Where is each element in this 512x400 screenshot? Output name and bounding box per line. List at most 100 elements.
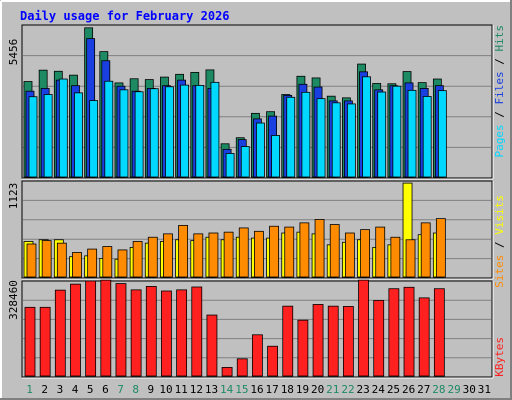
- bottom-kbytes-bar-day-19: [297, 319, 309, 377]
- bottom-kbytes-bar-day-8: [130, 289, 142, 377]
- middle-sites-bar-day-23: [360, 229, 370, 278]
- middle-sites-bar-day-3: [56, 242, 67, 278]
- middle-sites-bar-day-28: [435, 218, 446, 278]
- bottom-kbytes-bar-day-26: [403, 286, 415, 377]
- bottom-kbytes-bar-day-7: [115, 283, 127, 377]
- top-legend-part-4: Hits: [493, 25, 506, 52]
- middle-sites-bar-day-17: [269, 225, 279, 278]
- x-tick-label-28: 28: [432, 383, 445, 396]
- bottom-kbytes-bar-day-27: [418, 297, 430, 377]
- top-legend-part-3: /: [493, 52, 506, 72]
- x-tick-label-30: 30: [463, 383, 476, 396]
- bottom-kbytes-bar-day-3: [54, 289, 66, 377]
- bottom-kbytes-bar-day-20: [312, 304, 324, 377]
- x-tick-label-3: 3: [57, 383, 64, 396]
- bottom-kbytes-bar-day-10: [161, 290, 172, 377]
- chart-title: Daily usage for February 2026: [20, 9, 230, 23]
- x-tick-label-27: 27: [417, 383, 430, 396]
- middle-sites-bar-day-20: [314, 219, 325, 278]
- middle-legend: Sites / Visits: [493, 195, 506, 288]
- top-pages-bar-day-1: [28, 96, 38, 178]
- middle-sites-bar-day-24: [375, 226, 386, 278]
- top-pages-bar-day-9: [149, 88, 159, 178]
- x-tick-label-18: 18: [281, 383, 294, 396]
- top-pages-bar-day-3: [58, 78, 68, 178]
- middle-legend-part-1: /: [493, 235, 506, 255]
- middle-sites-bar-day-5: [87, 248, 98, 278]
- middle-legend-part-0: Sites: [493, 255, 506, 288]
- bottom-kbytes-bar-day-11: [176, 289, 188, 377]
- bottom-kbytes-bar-day-21: [327, 305, 339, 377]
- top-pages-bar-day-15: [240, 146, 250, 178]
- bottom-kbytes-bar-day-14: [221, 367, 233, 377]
- bottom-kbytes-bar-day-13: [206, 314, 218, 377]
- top-legend-part-1: /: [493, 105, 506, 125]
- x-tick-label-17: 17: [266, 383, 279, 396]
- top-pages-bar-day-22: [346, 103, 356, 178]
- x-tick-label-15: 15: [235, 383, 248, 396]
- top-pages-bar-day-21: [331, 102, 341, 178]
- bottom-kbytes-bar-day-24: [373, 300, 385, 377]
- x-tick-label-1: 1: [26, 383, 33, 396]
- x-tick-label-12: 12: [190, 383, 203, 396]
- top-pages-bar-day-19: [301, 91, 311, 178]
- x-tick-label-10: 10: [159, 383, 172, 396]
- bottom-kbytes-bar-day-6: [100, 279, 112, 377]
- bottom-kbytes-bar-day-15: [236, 358, 248, 377]
- middle-sites-bar-day-18: [284, 226, 295, 278]
- bottom-kbytes-bar-day-17: [267, 345, 278, 377]
- bottom-kbytes-bar-day-1: [24, 306, 36, 377]
- middle-sites-bar-day-19: [299, 222, 310, 278]
- x-tick-label-9: 9: [148, 383, 155, 396]
- bottom-kbytes-bar-day-16: [252, 334, 263, 377]
- middle-sites-bar-day-25: [390, 236, 401, 278]
- x-tick-label-20: 20: [311, 383, 324, 396]
- middle-legend-part-2: Visits: [493, 195, 506, 235]
- top-pages-bar-day-12: [195, 84, 205, 178]
- top-legend: Pages / Files / Hits: [493, 25, 506, 158]
- bottom-legend: KBytes: [493, 337, 506, 377]
- x-tick-label-23: 23: [357, 383, 370, 396]
- top-max-label: 5456: [7, 39, 20, 66]
- middle-sites-bar-day-14: [223, 231, 234, 278]
- middle-sites-bar-day-12: [193, 233, 204, 278]
- bottom-kbytes-bar-day-9: [145, 286, 157, 377]
- x-tick-label-7: 7: [117, 383, 124, 396]
- x-tick-label-21: 21: [326, 383, 339, 396]
- top-pages-bar-day-7: [119, 89, 129, 178]
- middle-sites-bar-day-21: [329, 224, 340, 278]
- top-pages-bar-day-27: [422, 96, 432, 178]
- middle-sites-bar-day-15: [238, 227, 249, 278]
- top-pages-bar-day-8: [134, 91, 144, 178]
- x-tick-label-26: 26: [402, 383, 415, 396]
- bottom-kbytes-bar-day-18: [282, 305, 294, 377]
- middle-sites-bar-day-26: [405, 239, 416, 278]
- x-tick-label-22: 22: [341, 383, 354, 396]
- middle-sites-bar-day-22: [344, 232, 355, 278]
- middle-sites-bar-day-2: [41, 240, 52, 278]
- top-pages-bar-day-11: [180, 84, 190, 178]
- bottom-kbytes-bar-day-25: [388, 288, 400, 377]
- top-pages-bar-day-25: [392, 85, 402, 178]
- x-tick-label-2: 2: [41, 383, 48, 396]
- bottom-kbytes-bar-day-4: [70, 283, 81, 377]
- top-pages-bar-day-6: [104, 80, 114, 178]
- top-pages-bar-day-10: [165, 86, 174, 178]
- middle-sites-bar-day-9: [147, 236, 158, 278]
- bottom-kbytes-bar-day-12: [191, 286, 203, 377]
- x-tick-label-16: 16: [250, 383, 263, 396]
- bottom-legend-part-0: KBytes: [493, 337, 506, 377]
- top-pages-bar-day-17: [271, 135, 280, 178]
- x-tick-label-13: 13: [205, 383, 218, 396]
- middle-sites-bar-day-4: [72, 252, 82, 278]
- x-tick-label-19: 19: [296, 383, 309, 396]
- top-pages-bar-day-5: [89, 100, 99, 178]
- middle-sites-bar-day-1: [26, 243, 37, 278]
- x-tick-label-8: 8: [132, 383, 139, 396]
- middle-sites-bar-day-11: [178, 224, 189, 278]
- x-tick-label-5: 5: [87, 383, 94, 396]
- bottom-kbytes-bar-day-22: [342, 306, 354, 377]
- top-pages-bar-day-20: [316, 98, 326, 178]
- x-tick-label-4: 4: [72, 383, 79, 396]
- bottom-kbytes-bar-day-2: [39, 306, 51, 377]
